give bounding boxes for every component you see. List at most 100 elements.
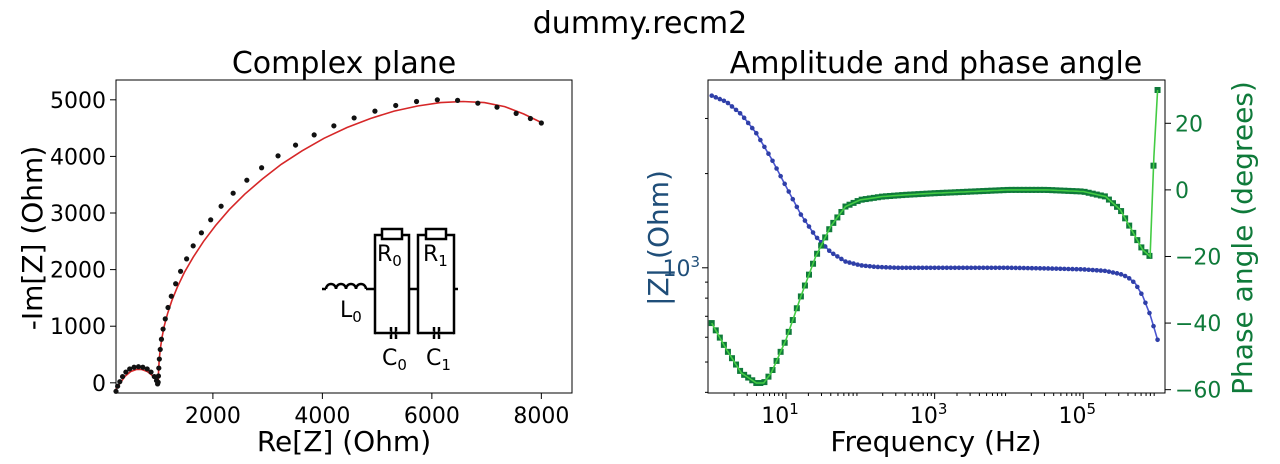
phase-tick-label: −40 [1175,312,1221,337]
amplitude-point [993,265,998,271]
amplitude-point [891,265,897,270]
amplitude-point [1139,291,1144,296]
amplitude-phase-title: Amplitude and phase angle [730,46,1143,81]
amplitude-point [1045,266,1051,271]
amplitude-point [786,189,792,194]
amplitude-point [851,261,856,266]
amplitude-point [895,265,901,271]
amplitude-point [1122,273,1128,279]
nyquist-point [155,373,162,379]
amplitude-point [903,265,909,271]
amplitude-point [871,264,877,270]
amplitude-point [912,265,917,271]
amplitude-point [1110,270,1116,275]
amplitude-point [782,181,787,187]
amplitude-point [899,265,905,271]
nyquist-point [160,326,166,332]
x-tick-label: 4000 [294,404,350,429]
amplitude-point [1029,265,1035,271]
nyquist-point [331,123,337,129]
amplitude-point [940,265,946,271]
phase-fit-line [711,89,1159,384]
amplitude-point [1090,267,1096,273]
amplitude-point [717,96,723,102]
amplitude-point [960,265,966,271]
nyquist-point [119,373,126,380]
amplitude-point [1106,269,1112,274]
amplitude-point [968,265,974,271]
amplitude-point [1143,300,1148,306]
nyquist-data-points [113,97,544,394]
amplitude-point [976,265,982,271]
amplitude-point [1094,268,1100,273]
phase-tick-label: 20 [1175,112,1203,137]
y-tick-label: 0 [92,372,106,397]
amplitude-point [1053,266,1059,271]
nyquist-point [275,153,281,159]
nyquist-point [527,115,533,122]
amplitude-point [875,264,881,270]
amplitude-point [863,263,869,269]
nyquist-point [165,304,171,311]
nyquist-point [513,110,519,116]
amplitude-point [1151,323,1156,329]
amplitude-point [745,120,751,126]
nyquist-point [259,165,265,171]
amplitude-point [1147,310,1152,316]
amplitude-point [887,265,893,270]
amplitude-point [839,256,844,262]
phase-point [1154,86,1161,93]
nyquist-point [162,316,168,322]
amplitude-point [762,144,767,150]
inductor-symbol [324,282,368,290]
phase-data-points [708,86,1161,387]
nyquist-point [434,97,440,103]
complex-plane-ylabel: -Im[Z] (Ohm) [16,146,49,330]
amplitude-point [879,264,885,270]
amplitude-ylabel: |Z| (Ohm) [642,170,675,306]
nyquist-point [208,217,214,223]
amplitude-point [908,265,913,271]
nyquist-point [156,365,162,371]
amplitude-phase-ticks: 101 103 105 103 −60 −40 −20 0 20 [662,112,1221,429]
amplitude-point [1102,268,1108,274]
amplitude-point [956,265,962,271]
amplitude-point [948,265,954,271]
y-tick-label: 4000 [50,145,106,170]
amplitude-point [936,265,941,271]
amplitude-point [1062,266,1067,272]
amplitude-point [798,212,804,217]
amplitude-point [1086,267,1091,273]
amplitude-point [737,110,743,116]
amplitude-point [826,248,832,254]
circuit-labels: L0 R0 R1 C0 C1 [340,242,451,374]
amplitude-point [928,265,933,271]
amplitude-point [924,265,929,271]
amplitude-phase-xlabel: Frequency (Hz) [830,425,1041,458]
amplitude-point [794,204,800,210]
amplitude-point [814,235,820,241]
nyquist-point [123,369,129,375]
freq-tick-label: 101 [761,400,799,429]
nyquist-point [155,379,161,385]
nyquist-point [475,100,481,106]
amplitude-point [1009,265,1014,271]
amplitude-phase-panel: Amplitude and phase angle 101 103 105 103 −6… [642,46,1259,458]
nyquist-point [190,243,196,249]
nyquist-point [156,356,162,362]
nyquist-point [244,177,250,183]
amplitude-point [1074,266,1079,272]
nyquist-point [157,346,163,353]
nyquist-point [184,256,190,262]
label-R0: R0 [377,242,402,270]
nyquist-point [113,388,119,394]
amplitude-point [985,265,990,271]
amplitude-point [989,265,994,271]
amplitude-point [916,265,921,271]
nyquist-point [393,102,399,109]
amplitude-point [749,125,755,131]
amplitude-point [1126,276,1132,281]
amplitude-point [1114,271,1120,276]
amplitude-point [1118,272,1124,277]
amplitude-point [1021,265,1027,271]
